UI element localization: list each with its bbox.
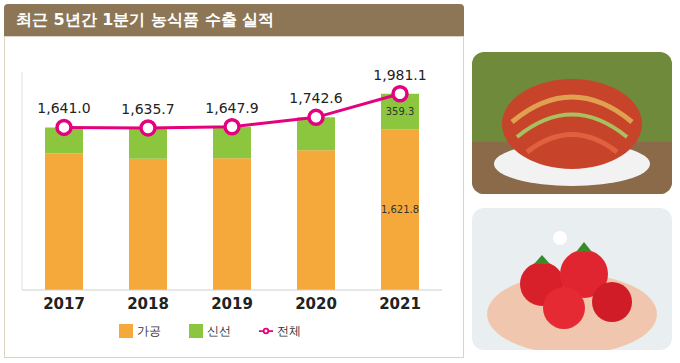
svg-text:2017: 2017 [43, 295, 85, 313]
svg-text:2020: 2020 [295, 295, 337, 313]
svg-text:1,647.9: 1,647.9 [205, 100, 258, 116]
svg-text:1,621.8: 1,621.8 [381, 204, 419, 215]
html-text:신선: 신선 [207, 324, 231, 338]
html-text:전체: 전체 [277, 324, 301, 338]
svg-text:359.3: 359.3 [386, 106, 415, 117]
svg-text:2021: 2021 [379, 295, 421, 313]
svg-text:1,635.7: 1,635.7 [121, 101, 174, 117]
html-text:최근 5년간 1분기 농식품 수출 실적: 최근 5년간 1분기 농식품 수출 실적 [16, 10, 275, 29]
svg-text:1,742.6: 1,742.6 [289, 90, 343, 106]
html-text:가공: 가공 [137, 324, 161, 338]
svg-text:2019: 2019 [211, 295, 253, 313]
svg-text:1,641.0: 1,641.0 [37, 100, 90, 116]
svg-text:2018: 2018 [127, 295, 169, 313]
svg-text:1,981.1: 1,981.1 [373, 67, 426, 83]
